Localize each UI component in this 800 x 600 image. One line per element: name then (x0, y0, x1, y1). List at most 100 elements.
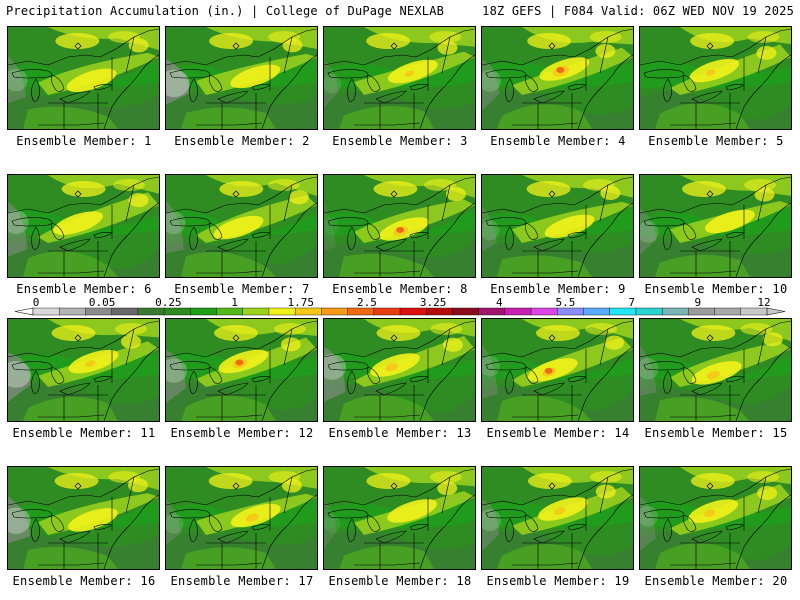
legend-tick-label: 3.25 (419, 296, 447, 309)
ensemble-member-label: Ensemble Member: 8 (332, 282, 468, 296)
ensemble-member-label: Ensemble Member: 15 (644, 426, 788, 440)
precipitation-color-legend: 0 0.05 0.25 1 1.75 2.5 3.25 4 5.5 7 9 12 (0, 296, 800, 318)
precip-map (482, 27, 633, 129)
legend-color-swatch (294, 307, 322, 316)
precip-map (8, 27, 159, 129)
ensemble-member-map (323, 466, 476, 570)
ensemble-member-map (323, 174, 476, 278)
precip-map (8, 319, 159, 421)
ensemble-member-label: Ensemble Member: 13 (328, 426, 472, 440)
ensemble-member-map (7, 318, 160, 422)
legend-color-swatch (242, 307, 270, 316)
legend-color-swatch (137, 307, 165, 316)
legend-color-swatch (111, 307, 139, 316)
ensemble-member-label: Ensemble Member: 4 (490, 134, 626, 148)
ensemble-member-label: Ensemble Member: 9 (490, 282, 626, 296)
ensemble-member-map (639, 174, 792, 278)
precip-map (8, 467, 159, 569)
legend-color-swatch (688, 307, 716, 316)
legend-color-swatch (740, 307, 768, 316)
ensemble-member-map (165, 174, 318, 278)
model-run-valid-time: 18Z GEFS | F084 Valid: 06Z WED NOV 19 20… (482, 4, 794, 18)
legend-color-swatch (59, 307, 87, 316)
ensemble-member-map (323, 318, 476, 422)
legend-tick-label: 7 (628, 296, 635, 309)
legend-color-swatch (268, 307, 296, 316)
ensemble-member-map (639, 318, 792, 422)
legend-color-swatch (190, 307, 218, 316)
ensemble-member-label: Ensemble Member: 16 (12, 574, 156, 588)
precip-map (166, 319, 317, 421)
legend-color-swatch (661, 307, 689, 316)
ensemble-member-label: Ensemble Member: 19 (486, 574, 630, 588)
ensemble-member-label: Ensemble Member: 20 (644, 574, 788, 588)
legend-color-swatch (399, 307, 427, 316)
ensemble-member-label: Ensemble Member: 5 (648, 134, 784, 148)
ensemble-member-map (7, 466, 160, 570)
legend-arrow-right (766, 307, 786, 316)
legend-color-swatch (163, 307, 191, 316)
ensemble-member-map (639, 26, 792, 130)
legend-tick-label: 1 (231, 296, 238, 309)
legend-arrow-left (14, 307, 34, 316)
precip-map (482, 319, 633, 421)
legend-tick-label: 4 (495, 296, 503, 309)
ensemble-member-label: Ensemble Member: 6 (16, 282, 152, 296)
ensemble-member-label: Ensemble Member: 18 (328, 574, 472, 588)
ensemble-member-map (165, 26, 318, 130)
legend-tick-label: 2.5 (356, 296, 377, 309)
legend-color-swatch (635, 307, 663, 316)
precip-map (640, 175, 791, 277)
precip-map (166, 175, 317, 277)
precip-map (324, 467, 475, 569)
legend-color-swatch (557, 307, 585, 316)
ensemble-member-map (481, 174, 634, 278)
legend-color-swatch (216, 307, 244, 316)
ensemble-member-map (7, 26, 160, 130)
legend-tick-label: 12 (757, 296, 771, 309)
ensemble-member-map (165, 318, 318, 422)
precip-map (166, 467, 317, 569)
legend-color-swatch (426, 307, 454, 316)
ensemble-member-label: Ensemble Member: 2 (174, 134, 310, 148)
legend-color-swatch (347, 307, 375, 316)
ensemble-member-map (165, 466, 318, 570)
precip-map (640, 319, 791, 421)
legend-color-swatch (85, 307, 113, 316)
legend-color-bar (14, 307, 786, 316)
precip-map (640, 467, 791, 569)
legend-tick-label: 0 (32, 296, 40, 309)
precip-map (640, 27, 791, 129)
legend-color-swatch (504, 307, 532, 316)
ensemble-member-label: Ensemble Member: 7 (174, 282, 310, 296)
ensemble-member-label: Ensemble Member: 3 (332, 134, 468, 148)
legend-tick-label: 5.5 (555, 296, 576, 309)
map-title: Precipitation Accumulation (in.) | Colle… (6, 4, 445, 18)
ensemble-member-label: Ensemble Member: 17 (170, 574, 314, 588)
precip-map (324, 27, 475, 129)
legend-tick-label: 0.05 (88, 296, 116, 309)
ensemble-member-map (481, 466, 634, 570)
precip-map (8, 175, 159, 277)
ensemble-member-map (323, 26, 476, 130)
precip-map (324, 175, 475, 277)
ensemble-member-label: Ensemble Member: 1 (16, 134, 152, 148)
ensemble-member-map (639, 466, 792, 570)
legend-color-swatch (530, 307, 558, 316)
ensemble-member-label: Ensemble Member: 14 (486, 426, 630, 440)
legend-tick-label: 0.25 (155, 296, 182, 309)
legend-color-swatch (478, 307, 506, 316)
legend-color-swatch (32, 307, 60, 316)
legend-tick-label: 1.75 (287, 296, 314, 309)
precip-map (482, 175, 633, 277)
legend-color-swatch (321, 307, 349, 316)
ensemble-member-map (7, 174, 160, 278)
ensemble-member-label: Ensemble Member: 10 (644, 282, 788, 296)
ensemble-member-label: Ensemble Member: 11 (12, 426, 156, 440)
legend-tick-label: 9 (694, 296, 702, 309)
ensemble-member-map (481, 26, 634, 130)
precip-map (324, 319, 475, 421)
ensemble-member-map (481, 318, 634, 422)
ensemble-member-label: Ensemble Member: 12 (170, 426, 314, 440)
legend-color-swatch (583, 307, 611, 316)
